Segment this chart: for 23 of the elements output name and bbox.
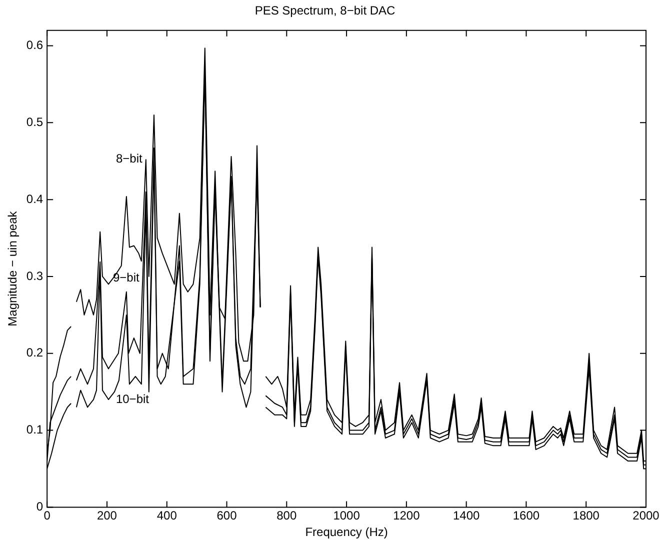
x-tick-label: 600 (216, 508, 238, 523)
x-tick-label: 800 (276, 508, 297, 523)
y-tick-label: 0.3 (26, 268, 44, 283)
y-tick-label: 0.1 (26, 422, 44, 437)
y-tick-label: 0 (36, 500, 44, 514)
x-tick-label: 200 (96, 508, 118, 523)
x-tick-label: 1000 (333, 508, 360, 523)
x-axis-title: Frequency (Hz) (305, 525, 388, 540)
y-axis-title: Magnitude − uin peak (6, 210, 20, 326)
x-tick-label: 1200 (393, 508, 420, 523)
x-tick-label: 2000 (632, 508, 660, 523)
x-tick-label: 400 (156, 508, 178, 523)
series-label: 8−bit (116, 151, 143, 166)
y-tick-label: 0.4 (26, 192, 44, 206)
chart-title: PES Spectrum, 8−bit DAC (254, 4, 396, 18)
y-tick-label: 0.5 (26, 114, 44, 129)
x-tick-label: 1800 (572, 508, 600, 523)
y-tick-label: 0.2 (26, 346, 44, 360)
y-tick-label: 0.6 (26, 38, 44, 52)
x-tick-label: 1400 (452, 508, 480, 523)
series-label: 9−bit (112, 270, 140, 285)
series-label: 10−bit (116, 392, 150, 406)
x-tick-label: 1600 (512, 508, 540, 523)
